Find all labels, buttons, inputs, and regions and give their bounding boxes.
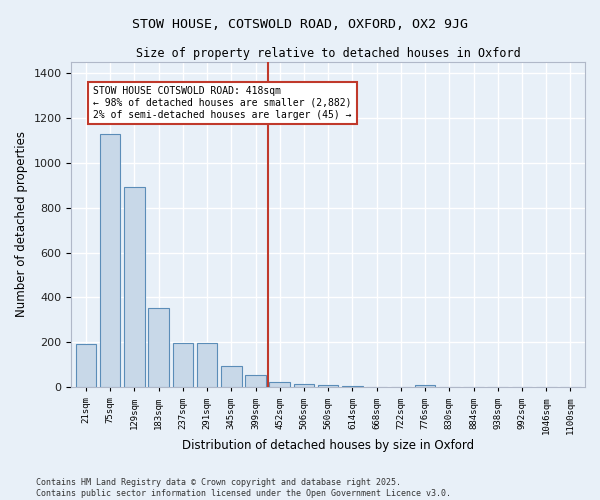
X-axis label: Distribution of detached houses by size in Oxford: Distribution of detached houses by size … (182, 440, 474, 452)
Bar (342, 386, 363, 388)
Bar (318, 385, 338, 388)
Bar (197, 343, 217, 388)
Text: STOW HOUSE COTSWOLD ROAD: 418sqm
← 98% of detached houses are smaller (2,882)
2%: STOW HOUSE COTSWOLD ROAD: 418sqm ← 98% o… (93, 86, 352, 120)
Bar (124, 187, 145, 388)
Bar (269, 382, 290, 388)
Bar (173, 343, 193, 388)
Title: Size of property relative to detached houses in Oxford: Size of property relative to detached ho… (136, 48, 521, 60)
Text: Contains HM Land Registry data © Crown copyright and database right 2025.
Contai: Contains HM Land Registry data © Crown c… (36, 478, 451, 498)
Bar (221, 366, 242, 388)
Bar (245, 375, 266, 388)
Bar (148, 308, 169, 388)
Bar (415, 386, 436, 388)
Y-axis label: Number of detached properties: Number of detached properties (15, 132, 28, 318)
Bar (76, 344, 96, 388)
Bar (293, 384, 314, 388)
Text: STOW HOUSE, COTSWOLD ROAD, OXFORD, OX2 9JG: STOW HOUSE, COTSWOLD ROAD, OXFORD, OX2 9… (132, 18, 468, 30)
Bar (100, 134, 121, 388)
